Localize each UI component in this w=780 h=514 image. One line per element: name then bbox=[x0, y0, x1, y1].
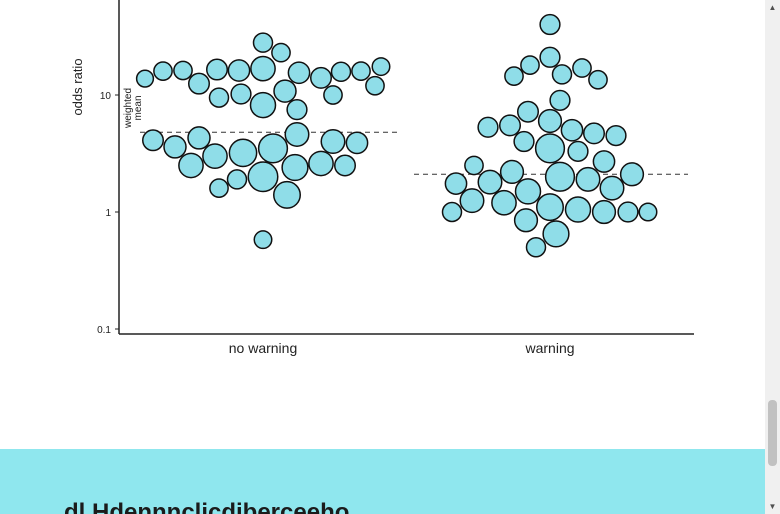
data-point bbox=[572, 58, 592, 78]
data-point bbox=[588, 69, 608, 90]
data-point bbox=[536, 193, 564, 222]
data-point bbox=[153, 61, 173, 81]
data-point bbox=[371, 57, 391, 77]
data-point bbox=[477, 116, 499, 138]
data-point bbox=[351, 61, 371, 81]
data-point bbox=[188, 72, 210, 95]
triangle-down-icon[interactable]: ▼ bbox=[768, 502, 777, 511]
data-point bbox=[619, 162, 645, 187]
data-point bbox=[477, 169, 503, 195]
data-point bbox=[320, 129, 346, 155]
data-point bbox=[323, 85, 343, 105]
data-point bbox=[499, 114, 521, 137]
footer-banner: dl.Hdennnclicdiberceeho bbox=[0, 449, 765, 514]
data-point bbox=[575, 166, 601, 192]
data-point bbox=[135, 69, 155, 88]
data-points bbox=[135, 13, 658, 258]
data-point bbox=[142, 129, 164, 152]
data-point bbox=[491, 189, 517, 216]
scrollbar-thumb[interactable] bbox=[768, 400, 777, 466]
data-point bbox=[250, 55, 276, 82]
data-point bbox=[247, 161, 279, 193]
data-point bbox=[208, 87, 230, 108]
data-point bbox=[539, 13, 561, 36]
data-point bbox=[273, 79, 297, 103]
data-point bbox=[202, 143, 228, 170]
data-point bbox=[253, 230, 273, 250]
data-point bbox=[549, 89, 571, 111]
banner-heading: dl.Hdennnclicdiberceeho bbox=[64, 499, 350, 514]
data-point bbox=[551, 64, 573, 85]
data-point bbox=[599, 175, 625, 201]
data-point bbox=[537, 108, 563, 134]
data-point bbox=[514, 178, 542, 205]
data-point bbox=[525, 236, 547, 258]
data-point bbox=[187, 126, 211, 150]
data-point bbox=[617, 201, 639, 223]
x-tick-label: no warning bbox=[229, 340, 298, 356]
data-point bbox=[592, 150, 616, 173]
data-point bbox=[534, 133, 566, 164]
weighted-mean-annotation: weightedmean bbox=[123, 88, 144, 129]
x-tick-label: warning bbox=[524, 340, 574, 356]
data-point bbox=[542, 220, 570, 248]
data-point bbox=[499, 159, 525, 185]
data-point bbox=[345, 131, 369, 155]
data-point bbox=[163, 135, 187, 159]
data-point bbox=[173, 60, 193, 81]
triangle-up-icon[interactable]: ▲ bbox=[768, 3, 777, 12]
data-point bbox=[517, 100, 539, 123]
data-point bbox=[560, 118, 584, 142]
data-point bbox=[287, 61, 311, 85]
data-point bbox=[334, 154, 356, 177]
data-point bbox=[330, 61, 352, 83]
data-point bbox=[257, 133, 289, 164]
data-point bbox=[206, 58, 228, 81]
data-point bbox=[227, 59, 251, 82]
data-point bbox=[544, 161, 576, 192]
data-point bbox=[310, 66, 332, 89]
data-point bbox=[444, 172, 468, 195]
data-point bbox=[284, 121, 310, 147]
data-point bbox=[249, 91, 277, 119]
data-point bbox=[504, 66, 524, 86]
data-point bbox=[591, 199, 617, 225]
data-point bbox=[605, 124, 627, 147]
y-ticks: 0.1 1 10 bbox=[97, 91, 119, 336]
data-point bbox=[365, 75, 385, 96]
data-point bbox=[583, 122, 605, 145]
y-tick-label: 0.1 bbox=[97, 325, 111, 336]
data-point bbox=[308, 150, 334, 177]
vertical-scrollbar[interactable]: ▲ ▼ bbox=[765, 0, 780, 514]
data-point bbox=[459, 188, 485, 214]
odds-ratio-chart: 0.1 1 10 no warning warning odds ratio weig… bbox=[70, 0, 694, 356]
data-point bbox=[564, 196, 592, 223]
data-point bbox=[638, 202, 658, 222]
data-point bbox=[252, 32, 274, 53]
data-point bbox=[209, 178, 229, 198]
axes bbox=[118, 0, 694, 335]
data-point bbox=[178, 152, 204, 179]
x-tick-labels: no warning warning bbox=[229, 340, 575, 356]
data-point bbox=[273, 180, 301, 209]
data-point bbox=[464, 155, 484, 176]
data-point bbox=[441, 201, 463, 223]
y-tick-label: 1 bbox=[105, 208, 111, 219]
data-point bbox=[286, 98, 308, 121]
data-point bbox=[520, 55, 540, 76]
data-point bbox=[513, 208, 539, 233]
data-point bbox=[271, 42, 291, 63]
data-point bbox=[513, 130, 535, 153]
data-point bbox=[228, 138, 258, 168]
data-point bbox=[539, 46, 561, 68]
y-axis-label: odds ratio bbox=[70, 58, 85, 115]
data-point bbox=[567, 140, 589, 162]
data-point bbox=[281, 153, 309, 182]
data-point bbox=[230, 83, 252, 105]
data-point bbox=[226, 169, 248, 190]
y-tick-label: 10 bbox=[100, 91, 112, 102]
